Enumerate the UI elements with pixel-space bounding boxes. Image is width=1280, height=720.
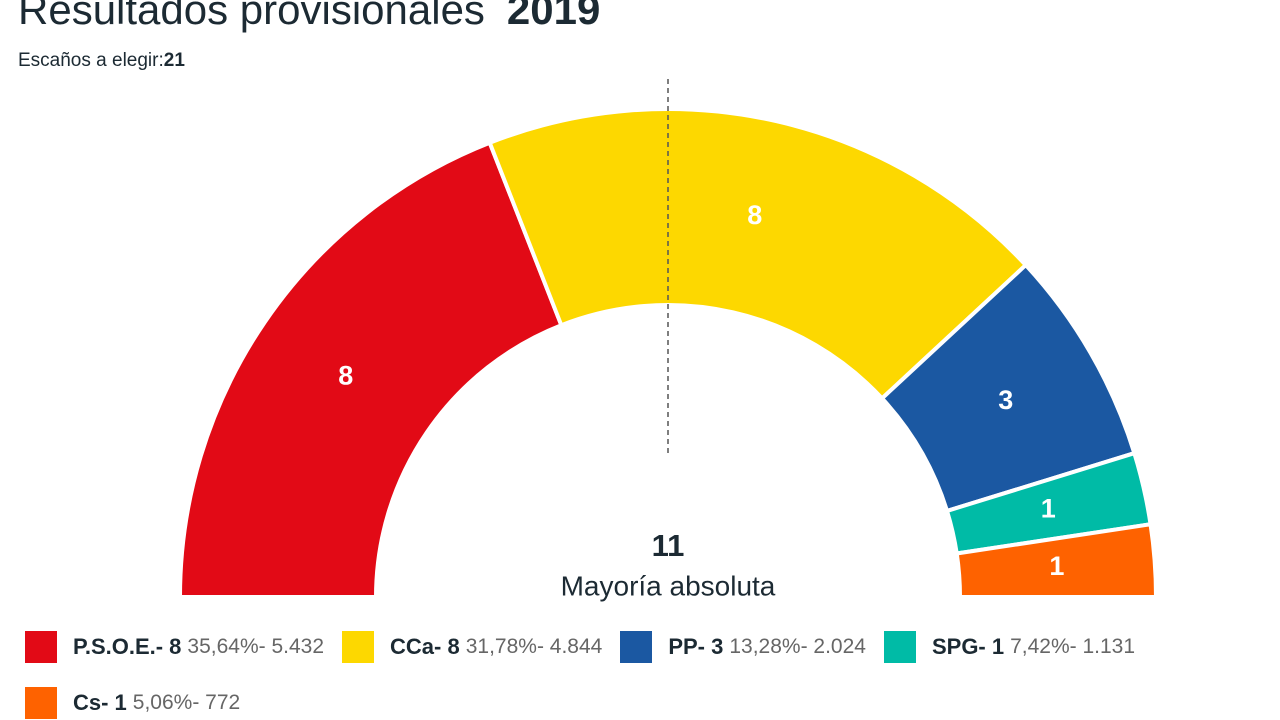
- legend-detail: 13,28%- 2.024: [729, 635, 866, 658]
- chart-title: Resultados provisionales: [18, 0, 485, 33]
- subtitle-row: Escaños a elegir:21: [18, 50, 185, 72]
- majority-value: 11: [652, 528, 685, 563]
- chart-year: 2019: [506, 0, 601, 33]
- legend-label: Cs- 1: [73, 690, 127, 715]
- legend-swatch: [883, 631, 916, 663]
- legend-detail: 35,64%- 5.432: [187, 635, 325, 658]
- total-seats: 21: [163, 50, 185, 71]
- legend-detail: 5,06%- 772: [132, 691, 241, 714]
- legend: P.S.O.E.- 8 35,64%- 5.432 CCa- 8 31,78%- 4.…: [25, 630, 1275, 720]
- seat-label: 1: [1041, 493, 1056, 523]
- legend-label: SPG- 1: [931, 634, 1005, 659]
- legend-label: PP- 3: [668, 634, 724, 659]
- seat-label: 3: [998, 385, 1013, 415]
- seat-label: 8: [338, 360, 353, 390]
- title-row: Resultados provisionales 2019: [18, 0, 600, 34]
- legend-swatch: [342, 631, 375, 663]
- legend-swatch: [25, 687, 57, 719]
- subtitle: Escaños a elegir:: [18, 50, 164, 71]
- seat-arc: [487, 107, 1029, 402]
- seat-arc: [177, 140, 564, 599]
- legend-label: CCa- 8: [390, 634, 460, 659]
- legend-item: Cs- 1 5,06%- 772: [25, 686, 240, 720]
- legend-label: P.S.O.E.- 8: [73, 634, 182, 659]
- legend-swatch: [620, 631, 653, 663]
- majority-label: Mayoría absoluta: [561, 570, 776, 601]
- arcs: [177, 107, 1159, 599]
- seat-label: 1: [1049, 551, 1064, 581]
- legend-swatch: [25, 631, 57, 663]
- legend-item: CCa- 8 31,78%- 4.844: [342, 630, 602, 664]
- legend-detail: 7,42%- 1.131: [1010, 635, 1136, 658]
- legend-item: PP- 3 13,28%- 2.024: [620, 630, 866, 664]
- legend-detail: 31,78%- 4.844: [465, 635, 603, 658]
- seat-arc: [954, 521, 1159, 599]
- seat-label: 8: [747, 200, 762, 230]
- legend-item: SPG- 1 7,42%- 1.131: [883, 630, 1136, 664]
- legend-item: P.S.O.E.- 8 35,64%- 5.432: [25, 630, 324, 664]
